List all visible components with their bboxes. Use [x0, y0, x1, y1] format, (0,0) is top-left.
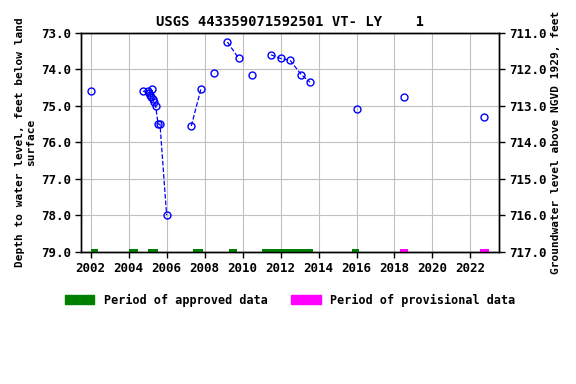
Bar — [147, 249, 158, 255]
Y-axis label: Depth to water level, feet below land
surface: Depth to water level, feet below land su… — [15, 17, 37, 267]
Bar — [400, 249, 408, 255]
Bar — [90, 249, 98, 255]
Bar — [480, 249, 490, 255]
Bar — [193, 249, 203, 255]
Legend: Period of approved data, Period of provisional data: Period of approved data, Period of provi… — [60, 289, 520, 311]
Bar — [352, 249, 359, 255]
Y-axis label: Groundwater level above NGVD 1929, feet: Groundwater level above NGVD 1929, feet — [551, 11, 561, 274]
Bar — [128, 249, 138, 255]
Title: USGS 443359071592501 VT- LY    1: USGS 443359071592501 VT- LY 1 — [156, 15, 424, 29]
Bar — [229, 249, 237, 255]
Bar — [262, 249, 313, 255]
